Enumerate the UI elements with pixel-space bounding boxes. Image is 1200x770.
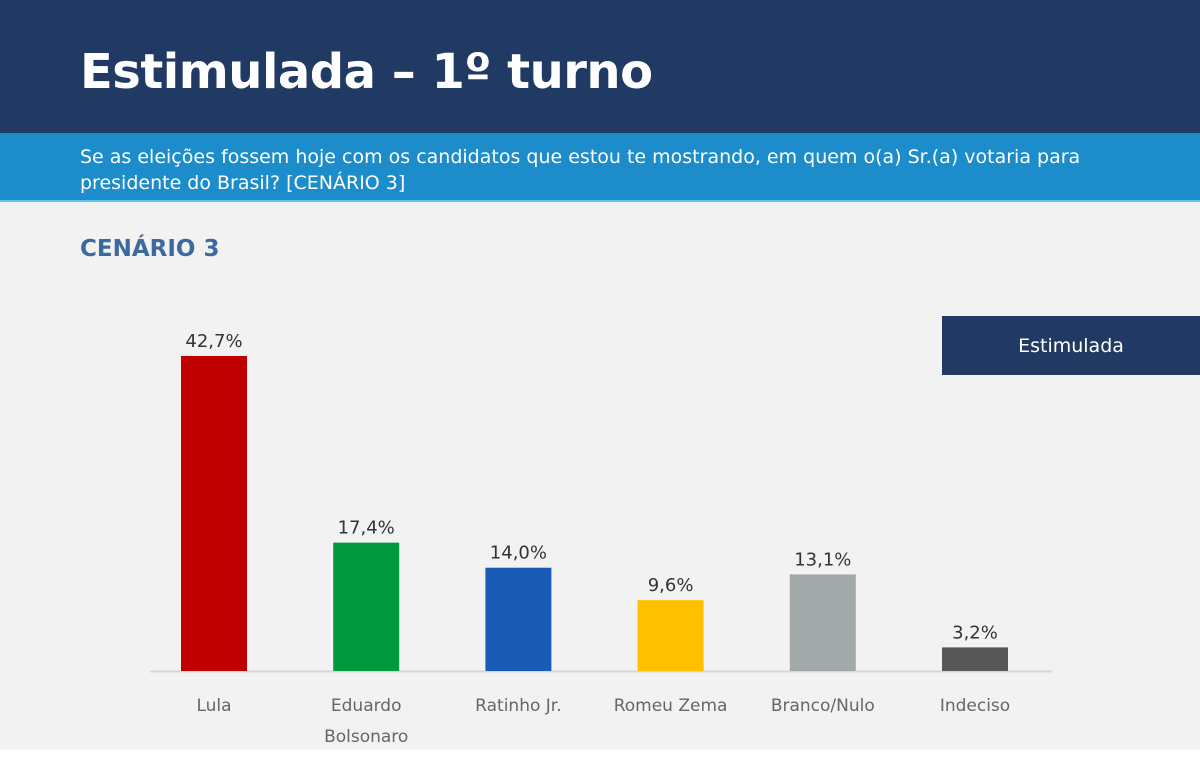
data-label-4: 13,1%	[794, 549, 851, 570]
data-label-5: 3,2%	[952, 622, 998, 643]
bar-3	[637, 600, 704, 671]
bar-4	[789, 574, 856, 671]
category-label-4: Branco/Nulo	[771, 696, 875, 716]
chart-title: CENÁRIO 3	[80, 236, 220, 262]
page-title: Estimulada – 1º turno	[80, 44, 653, 100]
question-band: Se as eleições fossem hoje com os candid…	[0, 133, 1200, 202]
category-label-3: Romeu Zema	[614, 696, 728, 716]
question-text: Se as eleições fossem hoje com os candid…	[80, 146, 1081, 194]
data-label-1: 17,4%	[338, 518, 395, 539]
header-bar: Estimulada – 1º turno	[0, 0, 1200, 133]
data-label-3: 9,6%	[648, 575, 694, 596]
bar-0	[181, 356, 247, 671]
category-label-5: Indeciso	[940, 696, 1010, 716]
bar-5	[942, 647, 1008, 671]
data-label-2: 14,0%	[490, 543, 547, 564]
bar-1	[333, 542, 400, 671]
category-label-1: Eduardo Bolsonaro	[324, 696, 408, 747]
bar-2	[485, 567, 552, 671]
category-label-2: Ratinho Jr.	[475, 696, 561, 716]
data-label-0: 42,7%	[185, 331, 242, 352]
category-label-0: Lula	[196, 696, 231, 716]
legend-estimulada: Estimulada	[942, 316, 1200, 375]
